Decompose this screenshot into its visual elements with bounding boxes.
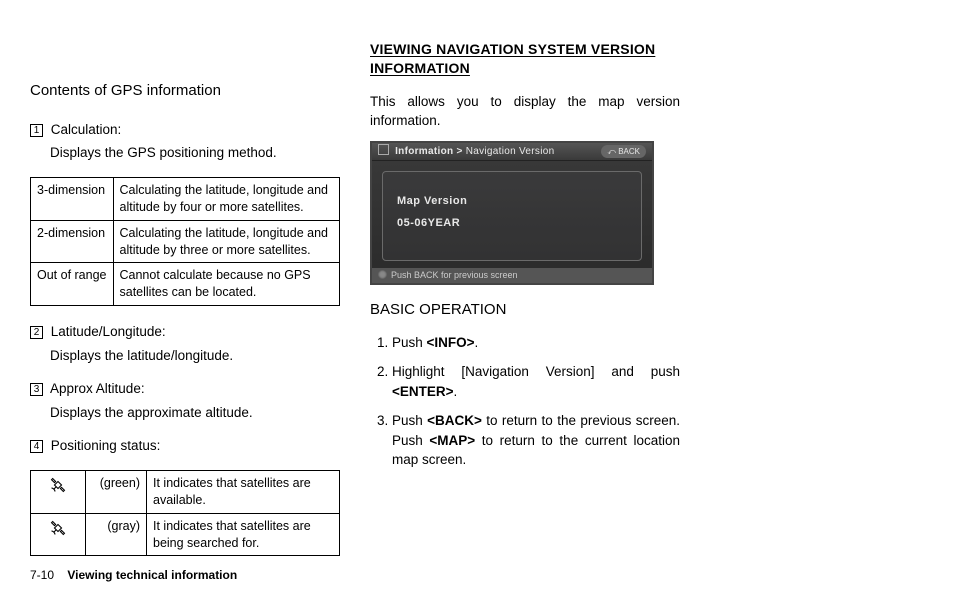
step-text: Push <box>392 335 427 350</box>
step-3: Push <BACK> to return to the previous sc… <box>392 411 680 470</box>
calc-key: 3-dimension <box>31 177 114 220</box>
page-footer: 7-10 Viewing technical information <box>30 568 237 582</box>
item-title: Approx Altitude: <box>50 381 145 396</box>
box-num-4: 4 <box>30 440 43 453</box>
right-column: VIEWING NAVIGATION SYSTEM VERSION INFORM… <box>370 40 680 572</box>
section-heading: VIEWING NAVIGATION SYSTEM VERSION INFORM… <box>370 40 680 78</box>
table-row: 2-dimension Calculating the latitude, lo… <box>31 220 340 263</box>
info-key: <INFO> <box>427 335 475 350</box>
hint-dot-icon <box>378 270 387 279</box>
map-key: <MAP> <box>429 433 475 448</box>
satellite-icon <box>31 513 86 556</box>
box-num-2: 2 <box>30 326 43 339</box>
back-pill: ⤺ BACK <box>601 145 646 159</box>
back-label: BACK <box>618 147 640 156</box>
table-row: (gray) It indicates that satellites are … <box>31 513 340 556</box>
step-1: Push <INFO>. <box>392 333 680 353</box>
calculation-table: 3-dimension Calculating the latitude, lo… <box>30 177 340 306</box>
footer-section: Viewing technical information <box>67 568 237 582</box>
hint-text: Push BACK for previous screen <box>391 270 518 280</box>
screenshot-titlebar: Information > Navigation Version ⤺ BACK <box>372 143 652 161</box>
box-num-1: 1 <box>30 124 43 137</box>
steps-list: Push <INFO>. Highlight [Navigation Versi… <box>370 333 680 470</box>
page: Contents of GPS information 1 Calculatio… <box>0 0 954 572</box>
table-row: (green) It indicates that satellites are… <box>31 470 340 513</box>
status-color: (green) <box>86 470 147 513</box>
item-desc: Displays the GPS positioning method. <box>50 143 340 163</box>
item-desc: Displays the approximate altitude. <box>50 403 340 423</box>
item-title: Calculation: <box>51 122 122 137</box>
calc-val: Calculating the latitude, longitude and … <box>113 177 340 220</box>
screenshot-body: Map Version 05-06YEAR <box>382 171 642 261</box>
status-color: (gray) <box>86 513 147 556</box>
step-text: Highlight [Navigation Version] and push <box>392 364 680 379</box>
item-altitude: 3 Approx Altitude: Displays the approxim… <box>30 379 340 422</box>
section-intro: This allows you to display the map versi… <box>370 92 680 131</box>
status-desc: It indicates that satellites are availab… <box>147 470 340 513</box>
map-version-value: 05-06YEAR <box>397 216 627 232</box>
step-text: . <box>454 384 458 399</box>
positioning-table: (green) It indicates that satellites are… <box>30 470 340 557</box>
back-key: <BACK> <box>427 413 482 428</box>
table-row: Out of range Cannot calculate because no… <box>31 263 340 306</box>
box-num-3: 3 <box>30 383 43 396</box>
item-title: Latitude/Longitude: <box>51 324 166 339</box>
calc-key: 2-dimension <box>31 220 114 263</box>
screenshot-hint: Push BACK for previous screen <box>372 268 652 283</box>
page-number: 7-10 <box>30 568 54 582</box>
item-title: Positioning status: <box>51 438 161 453</box>
calc-key: Out of range <box>31 263 114 306</box>
left-column: Contents of GPS information 1 Calculatio… <box>30 40 340 572</box>
breadcrumb-sep: > <box>453 146 465 157</box>
nav-screenshot: Information > Navigation Version ⤺ BACK … <box>370 141 654 285</box>
breadcrumb-a: Information <box>395 146 453 157</box>
enter-key: <ENTER> <box>392 384 454 399</box>
map-version-label: Map Version <box>397 194 627 210</box>
item-latlon: 2 Latitude/Longitude: Displays the latit… <box>30 322 340 365</box>
breadcrumb-b: Navigation Version <box>466 146 555 157</box>
basic-operation-heading: BASIC OPERATION <box>370 299 680 321</box>
contents-heading: Contents of GPS information <box>30 80 340 102</box>
calc-val: Cannot calculate because no GPS satellit… <box>113 263 340 306</box>
satellite-icon <box>31 470 86 513</box>
calc-val: Calculating the latitude, longitude and … <box>113 220 340 263</box>
table-row: 3-dimension Calculating the latitude, lo… <box>31 177 340 220</box>
status-desc: It indicates that satellites are being s… <box>147 513 340 556</box>
item-desc: Displays the latitude/longitude. <box>50 346 340 366</box>
step-text: Push <box>392 413 427 428</box>
step-2: Highlight [Navigation Version] and push … <box>392 362 680 401</box>
breadcrumb: Information > Navigation Version <box>378 144 554 160</box>
step-text: . <box>475 335 479 350</box>
square-icon <box>378 144 389 155</box>
item-calculation: 1 Calculation: Displays the GPS position… <box>30 120 340 163</box>
item-positioning: 4 Positioning status: <box>30 436 340 456</box>
